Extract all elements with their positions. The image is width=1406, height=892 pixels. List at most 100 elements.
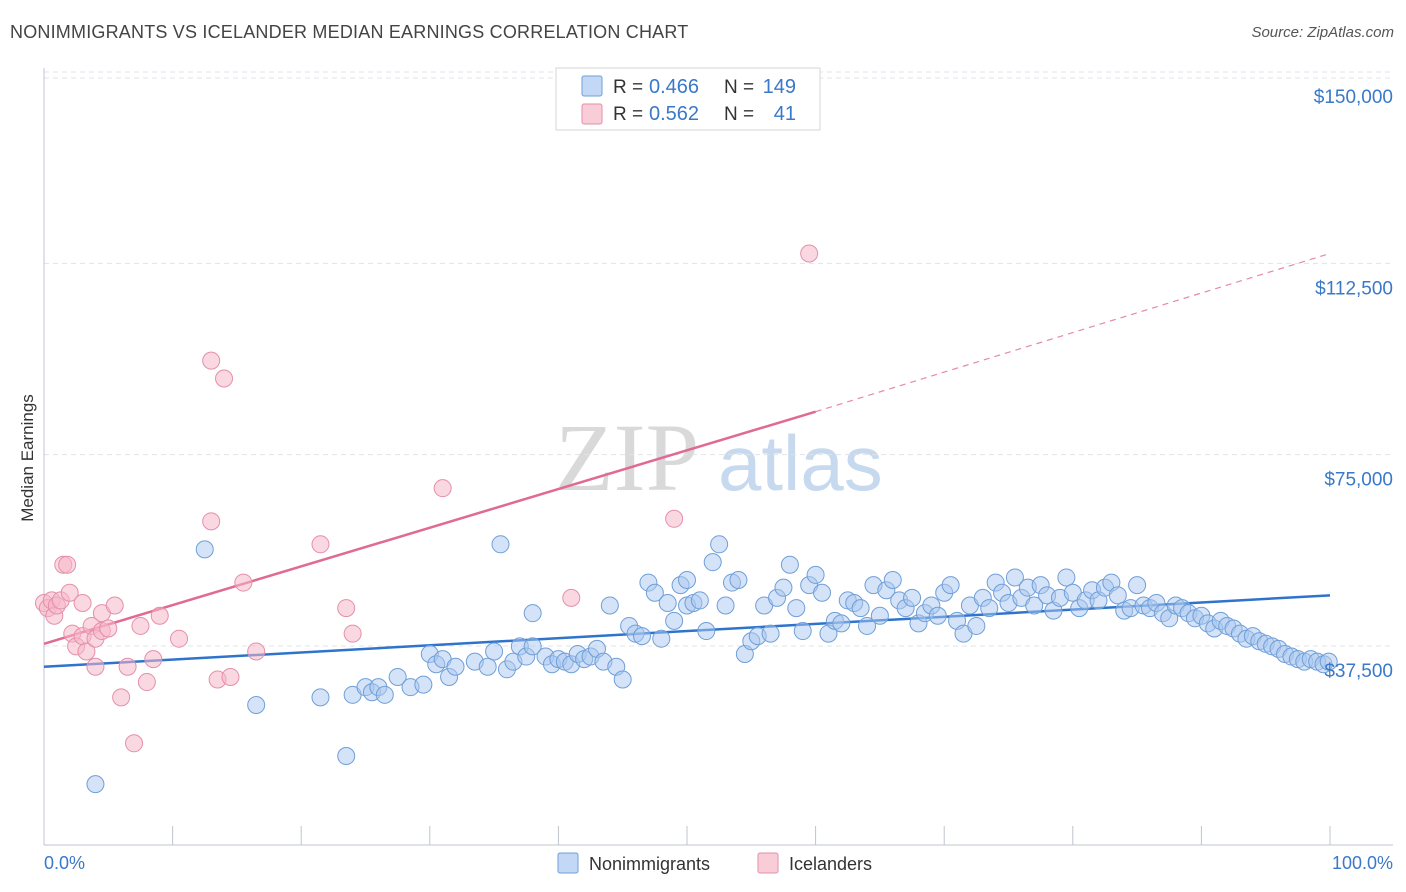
nonimmigrants-point [806, 565, 825, 584]
nonimmigrants-point [980, 599, 999, 618]
nonimmigrants-point [478, 657, 497, 676]
nonimmigrants-point [247, 696, 266, 715]
x-tick-label-min: 0.0% [44, 853, 85, 873]
icelanders-point [131, 616, 150, 635]
y-tick-label: $75,000 [1324, 470, 1393, 491]
nonimmigrants-point [491, 535, 510, 554]
nonimmigrants-point [697, 622, 716, 641]
legend-r-label-2: R = [613, 104, 643, 125]
icelanders-point [234, 573, 253, 592]
nonimmigrants-point [1108, 586, 1127, 605]
bottom-legend-icelanders: Icelanders [789, 854, 872, 874]
icelanders-point [137, 673, 156, 692]
nonimmigrants-point [485, 642, 504, 661]
legend-swatch-nonimmigrants [581, 75, 603, 97]
nonimmigrants-point [787, 599, 806, 618]
nonimmigrants-point [523, 637, 542, 656]
nonimmigrants-point [832, 614, 851, 633]
nonimmigrants-point [870, 606, 889, 625]
stats-legend: R = 0.466 N = 149 R = 0.562 N = 41 [555, 67, 821, 131]
source-label: Source: ZipAtlas.com [1251, 24, 1394, 41]
nonimmigrants-point [195, 540, 214, 559]
nonimmigrants-point [678, 571, 696, 590]
legend-n-label-1: N = [724, 77, 754, 98]
icelanders-point [202, 351, 221, 370]
legend-r-label-1: R = [613, 77, 643, 98]
nonimmigrants-point [632, 627, 651, 646]
nonimmigrants-point [1057, 568, 1076, 587]
nonimmigrants-point [658, 593, 677, 612]
icelanders-point [58, 555, 77, 574]
watermark-atlas: atlas [718, 419, 883, 507]
icelanders-trendline-extension [815, 252, 1331, 413]
series-legend: Nonimmigrants Icelanders [557, 852, 872, 874]
nonimmigrants-point [690, 591, 709, 610]
chart-title: NONIMMIGRANTS VS ICELANDER MEDIAN EARNIN… [10, 22, 689, 42]
icelanders-point [125, 734, 144, 753]
bottom-legend-swatch-nonimmigrants [557, 852, 579, 874]
nonimmigrants-point [774, 578, 793, 597]
nonimmigrants-point [1005, 568, 1024, 587]
nonimmigrants-point [883, 571, 902, 590]
icelanders-point [77, 642, 96, 661]
nonimmigrants-point [780, 555, 799, 574]
nonimmigrants-point [1128, 576, 1147, 595]
y-axis-label: Median Earnings [18, 394, 37, 522]
legend-n-value-1: 149 [763, 76, 796, 98]
nonimmigrants-point [414, 675, 433, 694]
legend-r-value-2: 0.562 [649, 103, 699, 125]
icelanders-point [221, 667, 240, 686]
nonimmigrants-point [1319, 652, 1338, 671]
nonimmigrants-point [446, 657, 465, 676]
icelanders-point [665, 509, 684, 528]
nonimmigrants-point [388, 667, 407, 686]
icelanders-point [73, 593, 92, 612]
nonimmigrants-point [967, 616, 986, 635]
icelanders-point [337, 599, 356, 618]
icelanders-point [215, 369, 234, 388]
icelanders-point [562, 588, 581, 607]
legend-n-value-2: 41 [774, 103, 796, 125]
icelanders-point [118, 657, 137, 676]
icelanders-trendline [43, 410, 816, 645]
legend-r-value-1: 0.466 [649, 76, 699, 98]
nonimmigrants-point [523, 604, 542, 623]
nonimmigrants-point [600, 596, 619, 615]
nonimmigrants-point [86, 775, 105, 794]
nonimmigrants-point [903, 588, 922, 607]
nonimmigrants-point [716, 596, 735, 615]
nonimmigrants-point [652, 629, 671, 648]
legend-n-label-2: N = [724, 104, 754, 125]
bottom-legend-swatch-icelanders [757, 852, 779, 874]
icelanders-point [86, 657, 105, 676]
icelanders-point [144, 650, 163, 669]
nonimmigrants-point [703, 553, 722, 572]
nonimmigrants-point [941, 576, 960, 595]
y-tick-labels: $37,500 $75,000 $112,500 $150,000 [1314, 87, 1393, 682]
icelanders-point [170, 629, 189, 648]
nonimmigrants-points [86, 535, 1338, 794]
nonimmigrants-point [311, 688, 330, 707]
nonimmigrants-point [665, 611, 684, 630]
nonimmigrants-point [613, 670, 632, 689]
nonimmigrants-point [645, 583, 664, 602]
nonimmigrants-point [710, 535, 729, 554]
x-tick-label-max: 100.0% [1332, 853, 1393, 873]
y-tick-label: $37,500 [1324, 661, 1393, 682]
nonimmigrants-point [761, 624, 780, 643]
nonimmigrants-point [813, 583, 832, 602]
icelanders-point [150, 606, 169, 625]
icelanders-point [343, 624, 362, 643]
bottom-legend-nonimmigrants: Nonimmigrants [589, 854, 710, 874]
watermark-zip: ZIP [555, 404, 699, 511]
icelanders-point [99, 619, 118, 638]
icelanders-point [800, 244, 819, 263]
nonimmigrants-point [729, 571, 748, 590]
icelanders-point [60, 583, 79, 602]
icelanders-point [105, 596, 124, 615]
y-tick-label: $150,000 [1314, 87, 1393, 108]
nonimmigrants-point [793, 622, 812, 641]
nonimmigrants-point [337, 747, 356, 766]
y-tick-label: $112,500 [1315, 278, 1393, 299]
